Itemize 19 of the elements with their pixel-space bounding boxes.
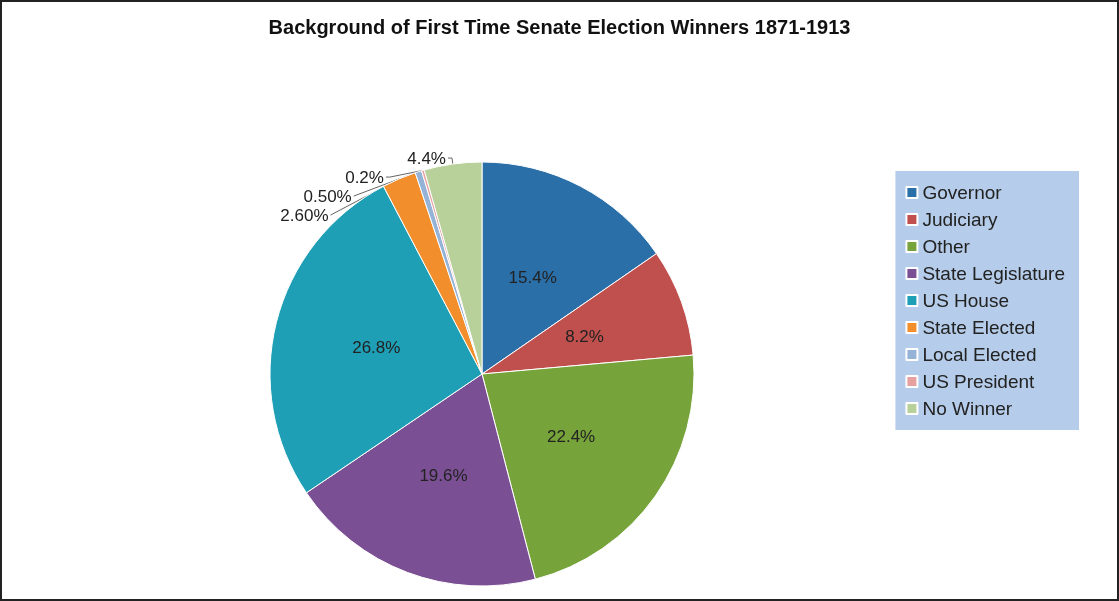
chart-title: Background of First Time Senate Election Winners 1871-1913 bbox=[268, 16, 851, 38]
legend-label: Governor bbox=[922, 182, 1003, 203]
legend-label: Other bbox=[922, 236, 971, 257]
data-label: 8.2% bbox=[565, 327, 604, 347]
legend-label: State Elected bbox=[922, 317, 1036, 338]
legend-label: Judiciary bbox=[922, 209, 998, 230]
data-label: 15.4% bbox=[508, 267, 557, 287]
legend-label: US President bbox=[922, 371, 1036, 392]
data-label: 0.50% bbox=[303, 186, 352, 206]
legend-label: State Legislature bbox=[922, 263, 1065, 284]
legend-label: US House bbox=[922, 290, 1010, 311]
data-label: 22.4% bbox=[547, 427, 596, 447]
data-label: 19.6% bbox=[419, 466, 468, 486]
legend-label: No Winner bbox=[922, 398, 1013, 419]
legend-label: Local Elected bbox=[922, 344, 1037, 365]
data-label: 4.4% bbox=[407, 148, 446, 168]
data-label: 2.60% bbox=[280, 205, 329, 225]
data-label: 0.2% bbox=[345, 167, 384, 187]
data-label: 26.8% bbox=[352, 337, 401, 357]
